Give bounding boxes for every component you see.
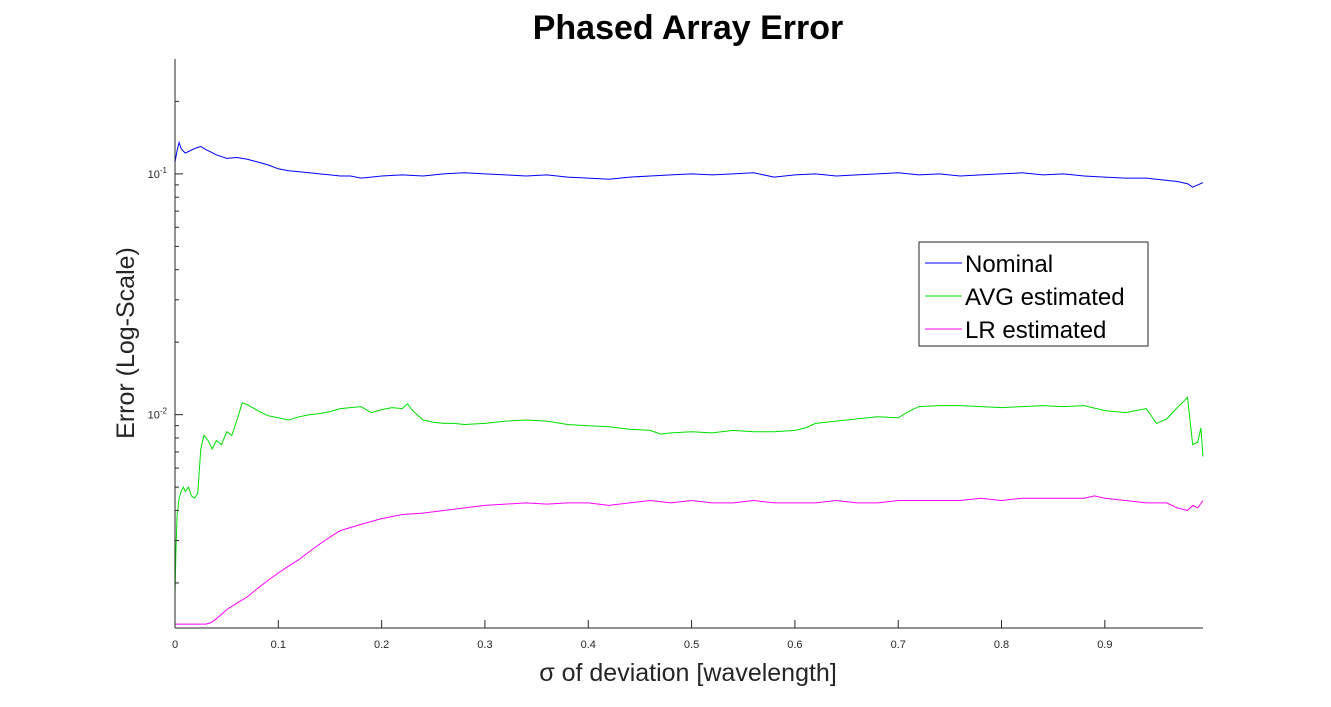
x-tick-label: 0.3 xyxy=(477,639,492,651)
chart-title: Phased Array Error xyxy=(533,9,844,47)
x-tick-label: 0.9 xyxy=(1097,639,1112,651)
legend-label-lr-estimated: LR estimated xyxy=(965,317,1106,344)
y-tick-label: 10-2 xyxy=(148,407,168,422)
x-axis-label: σ of deviation [wavelength] xyxy=(539,659,837,687)
x-tick-label: 0.1 xyxy=(271,639,286,651)
x-tick-label: 0.7 xyxy=(891,639,906,651)
x-tick-label: 0.2 xyxy=(374,639,389,651)
legend: Nominal AVG estimated LR estimated xyxy=(918,241,1149,347)
x-tick-label: 0.6 xyxy=(787,639,802,651)
x-tick-label: 0 xyxy=(172,639,178,651)
plot-area xyxy=(174,140,1204,625)
y-axis-label: Error (Log-Scale) xyxy=(112,247,140,439)
y-tick-label: 10-1 xyxy=(148,166,168,181)
series-line-avg-estimated xyxy=(174,396,1204,595)
series-line-lr-estimated xyxy=(175,495,1204,625)
axes: 0 0.1 0.2 0.3 0.4 0.5 0.6 0.7 0.8 0.9 10-1 10-2 xyxy=(148,59,1203,651)
x-tick-label: 0.4 xyxy=(581,639,596,651)
x-tick-label: 0.8 xyxy=(994,639,1009,651)
series-line-nominal xyxy=(174,140,1204,188)
legend-label-avg-estimated: AVG estimated xyxy=(965,284,1125,311)
x-tick-label: 0.5 xyxy=(684,639,699,651)
legend-label-nominal: Nominal xyxy=(965,251,1053,278)
